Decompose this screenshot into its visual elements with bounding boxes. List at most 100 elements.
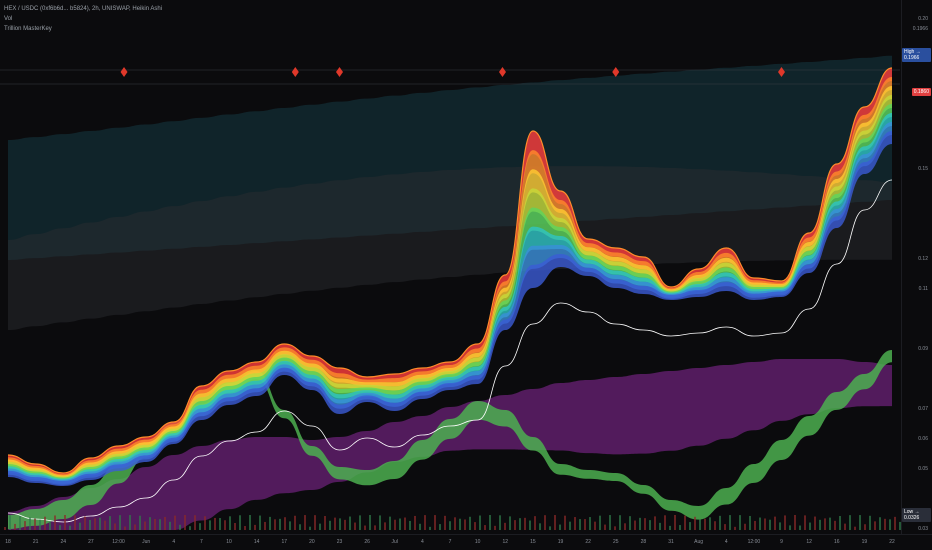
volume-bar [659, 522, 661, 530]
time-tick-label: 4 [420, 539, 424, 545]
volume-bar [724, 524, 726, 530]
price-tick-label: 0.09 [918, 346, 928, 352]
volume-bar [874, 521, 876, 530]
volume-bar [734, 526, 736, 530]
volume-bar [689, 522, 691, 530]
volume-bar [599, 515, 601, 530]
time-tick-label: 23 [336, 539, 343, 545]
signal-diamond [120, 67, 128, 77]
volume-bar [479, 515, 481, 530]
price-scale[interactable]: 0.20 0.1966 0.15 0.12 0.11 0.09 0.07 0.06 0.05 0.… [901, 0, 932, 535]
price-tick-label: 0.03 [918, 526, 928, 532]
masterkey-indicator-label[interactable]: Trillion MasterKey [4, 26, 52, 32]
volume-bar [104, 520, 106, 530]
volume-bar [684, 515, 686, 530]
time-tick-label: 16 [833, 539, 840, 545]
price-tick-label: 0.05 [918, 466, 928, 472]
time-tick-label: Jun [142, 539, 151, 545]
volume-bar [159, 519, 161, 530]
volume-bar [769, 519, 771, 530]
volume-bar [584, 519, 586, 530]
current-price-tag: 0.1860 [911, 88, 931, 96]
volume-bar [189, 526, 191, 530]
volume-bar [214, 517, 216, 530]
volume-bar [209, 520, 211, 530]
symbol-title[interactable]: HEX / USDC (0xf6b6d... b5824), 2h, UNISW… [4, 6, 163, 12]
volume-bar [419, 523, 421, 530]
volume-bar [539, 523, 541, 530]
gray-band [8, 166, 892, 330]
volume-bar [439, 524, 441, 530]
volume-bar [79, 522, 81, 530]
volume-bar [549, 526, 551, 530]
volume-bar [484, 525, 486, 530]
price-tick-label: 0.07 [918, 406, 928, 412]
volume-bar [229, 516, 231, 530]
volume-bar [819, 519, 821, 530]
volume-bar [119, 515, 121, 530]
volume-bar [364, 525, 366, 530]
price-tick-label: 0.12 [918, 256, 928, 262]
volume-bar [9, 515, 11, 530]
volume-bar [379, 515, 381, 530]
volume-bar [354, 522, 356, 530]
volume-bar [889, 519, 891, 530]
volume-bar [604, 524, 606, 530]
volume-bar [749, 515, 751, 530]
volume-bar [414, 515, 416, 530]
high-tag: High → 0.1966 [902, 48, 931, 62]
volume-bar [154, 518, 156, 530]
volume-bar [454, 517, 456, 530]
volume-bar [824, 518, 826, 530]
time-tick-label: 22 [585, 539, 591, 545]
time-tick-label: Aug [694, 539, 704, 545]
volume-bar [114, 523, 116, 530]
time-tick-label: 24 [60, 539, 67, 545]
volume-bar [359, 515, 361, 530]
volume-bar [899, 521, 901, 530]
volume-bar [844, 523, 846, 530]
volume-bar [499, 515, 501, 530]
time-tick-label: 12:00 [112, 539, 125, 545]
volume-bar [434, 515, 436, 530]
volume-bar [284, 517, 286, 530]
volume-bar [134, 524, 136, 530]
volume-bar [629, 516, 631, 530]
volume-bar [39, 519, 41, 530]
time-tick-label: 10 [474, 539, 481, 545]
volume-bar [259, 515, 261, 530]
price-tick-label: 0.06 [918, 436, 928, 442]
volume-bar [779, 522, 781, 530]
volume-bar [849, 515, 851, 530]
time-tick-label: 27 [88, 539, 94, 545]
volume-bar [859, 515, 861, 530]
volume-bar [279, 518, 281, 530]
volume-bar [89, 519, 91, 530]
volume-bar [224, 520, 226, 530]
volume-bar [504, 522, 506, 530]
rainbow-layer [8, 122, 892, 485]
volume-bar [139, 515, 141, 530]
volume-bar [704, 518, 706, 530]
volume-bar [19, 515, 21, 530]
signal-diamond [291, 67, 299, 77]
time-tick-label: 25 [612, 539, 619, 545]
volume-bar [754, 520, 756, 530]
volume-bar [739, 515, 741, 530]
time-tick-label: 7 [448, 539, 452, 545]
time-tick-label: 22 [889, 539, 895, 545]
time-tick-label: 14 [253, 539, 260, 545]
volume-bar [179, 524, 181, 530]
volume-bar [764, 518, 766, 530]
volume-indicator-label[interactable]: Vol [4, 16, 13, 22]
volume-bar [174, 515, 176, 530]
volume-bar [254, 524, 256, 530]
volume-bar [109, 516, 111, 530]
volume-bar [304, 515, 306, 530]
volume-bar [389, 516, 391, 530]
volume-bar [449, 521, 451, 530]
time-axis[interactable]: 18 21 24 27 12:00 Jun 4 7 10 14 17 20 23 26 Jul 4 7 10 12 1… [0, 534, 932, 550]
volume-bar [404, 517, 406, 530]
volume-bar [344, 519, 346, 530]
